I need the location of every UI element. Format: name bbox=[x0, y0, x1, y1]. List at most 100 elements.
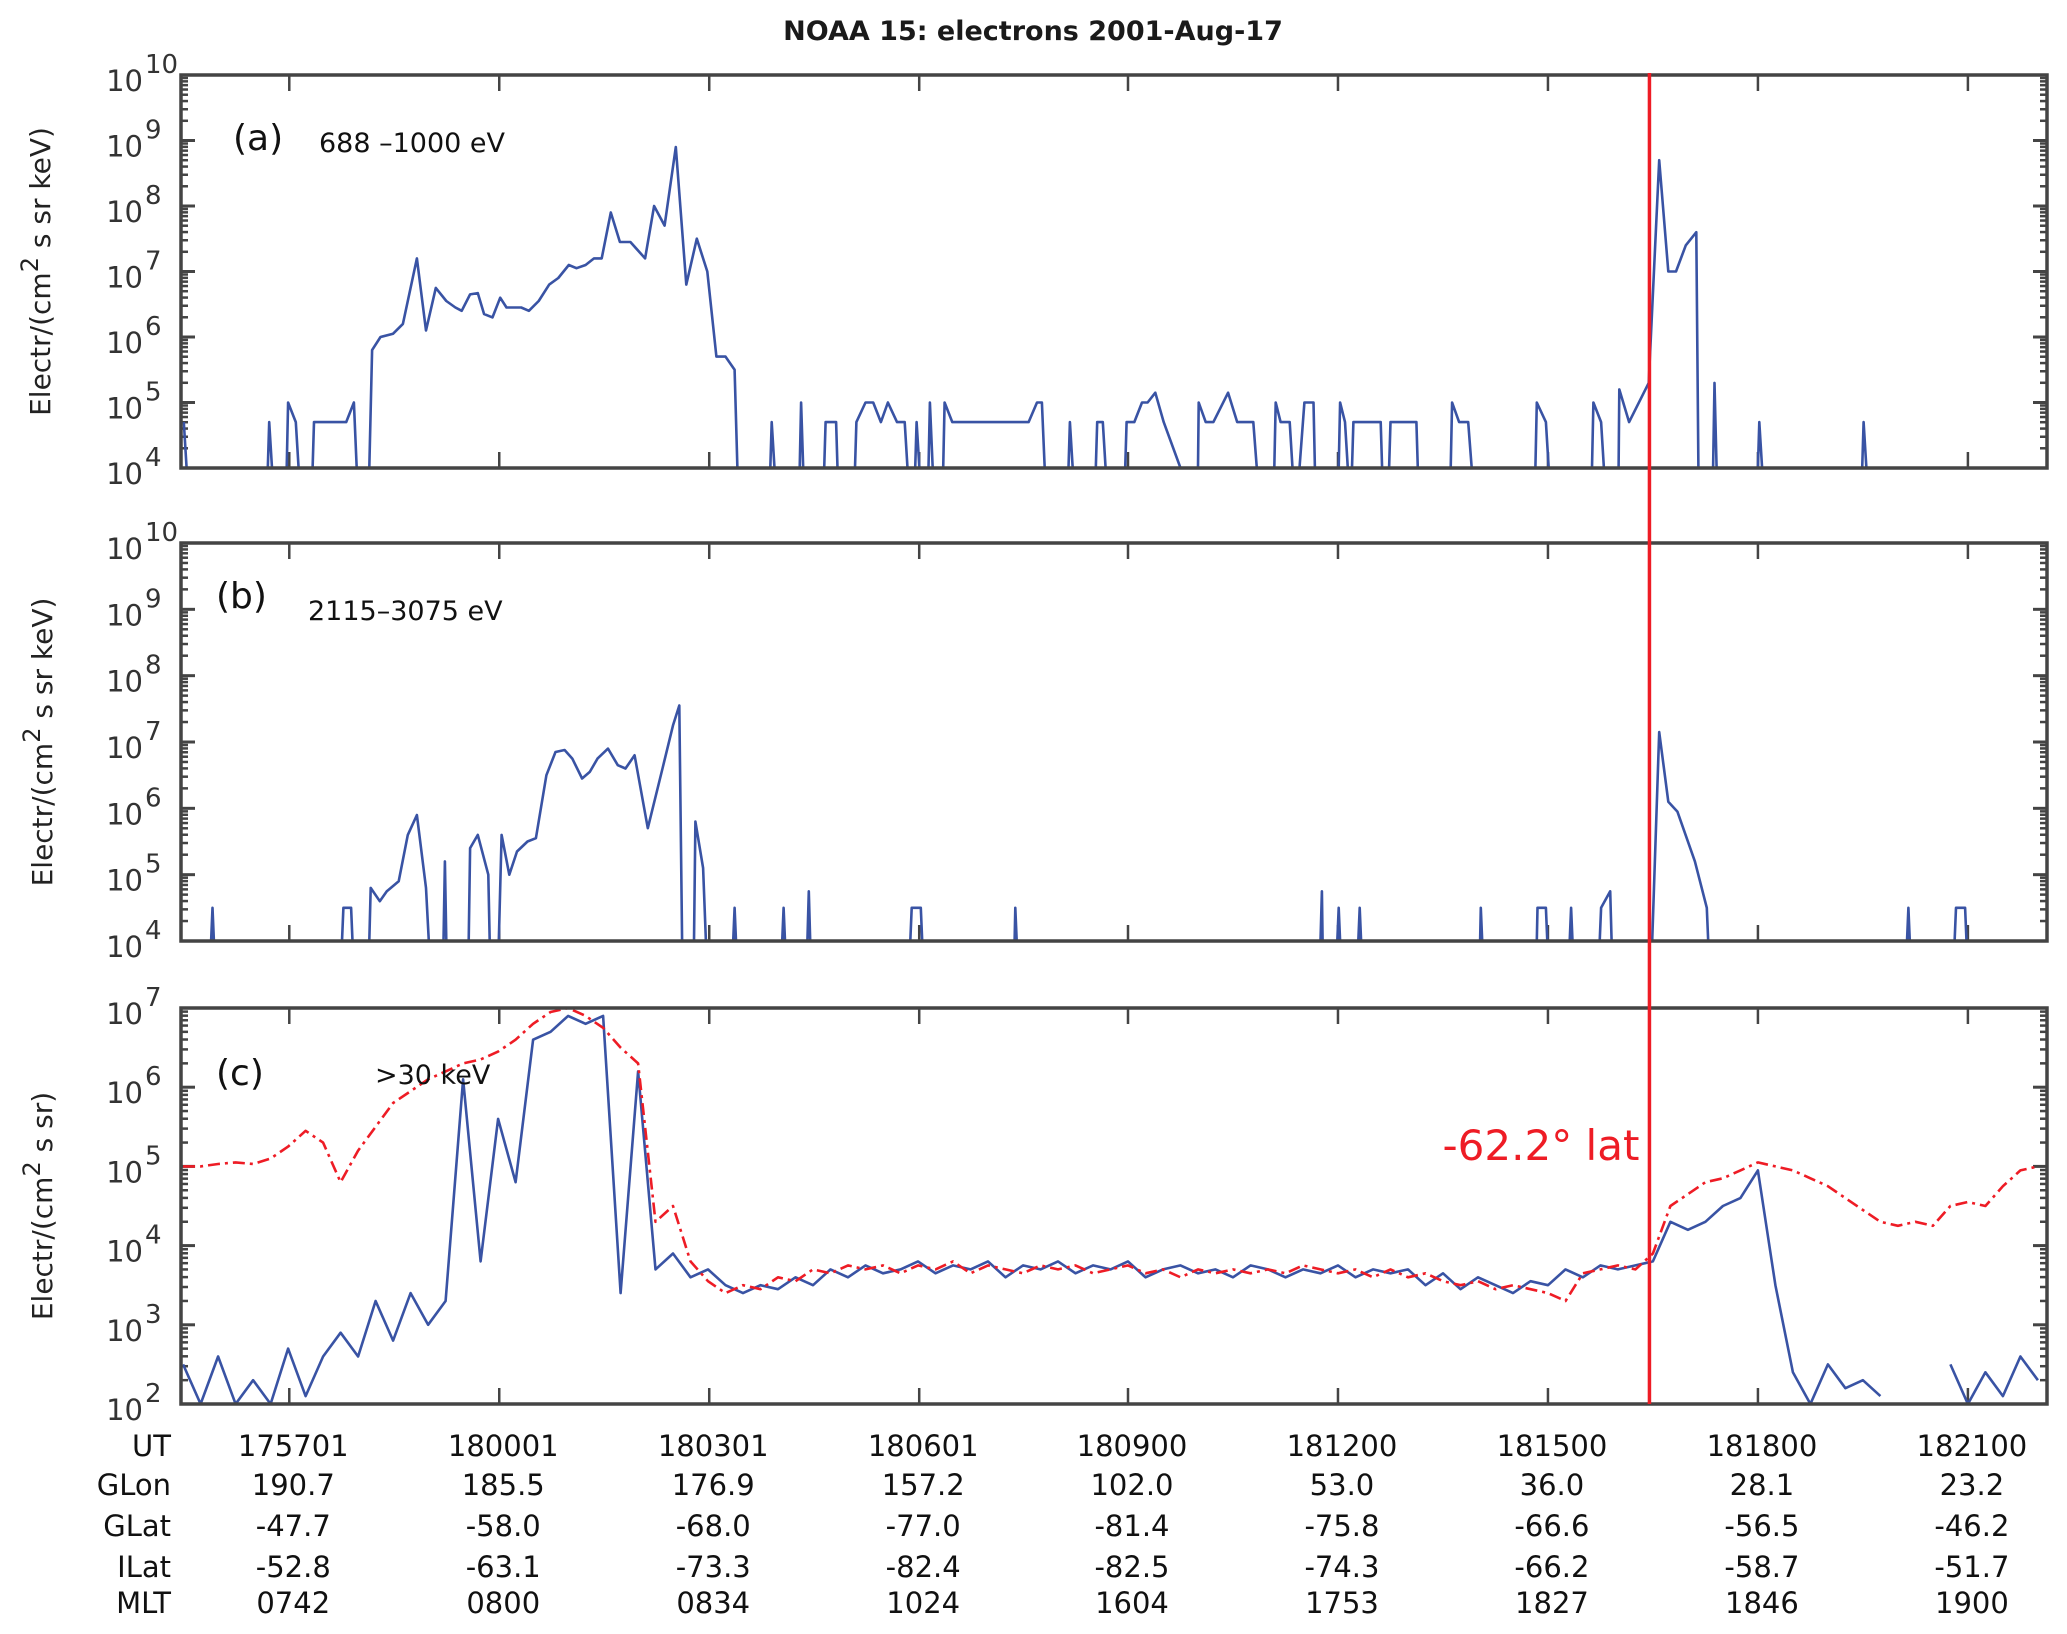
table-cell: 1024 bbox=[886, 1586, 960, 1620]
y-tick-exponent: 10 bbox=[145, 518, 178, 548]
series-line-a-0 bbox=[182, 145, 2047, 468]
table-cell: 185.5 bbox=[462, 1468, 545, 1502]
y-tick-label: 10 bbox=[106, 1235, 143, 1269]
energy-range-label: 2115–3075 eV bbox=[308, 596, 503, 627]
table-cell: 175701 bbox=[238, 1429, 349, 1463]
table-cell: -58.0 bbox=[466, 1509, 541, 1543]
y-tick-exponent: 9 bbox=[145, 116, 162, 146]
table-cell: -63.1 bbox=[466, 1550, 541, 1584]
table-cell: 0742 bbox=[256, 1586, 330, 1620]
energy-range-label: 688 –1000 eV bbox=[319, 128, 506, 159]
chart-title: NOAA 15: electrons 2001-Aug-17 bbox=[783, 16, 1283, 47]
table-cell: 0834 bbox=[676, 1586, 750, 1620]
y-tick-exponent: 5 bbox=[145, 1141, 162, 1171]
table-cell: 190.7 bbox=[252, 1468, 335, 1502]
y-tick-exponent: 4 bbox=[145, 443, 162, 473]
y-tick-exponent: 4 bbox=[145, 1221, 162, 1251]
y-tick-label: 10 bbox=[106, 930, 143, 964]
row-label-ut: UT bbox=[132, 1429, 171, 1463]
plot-frame bbox=[179, 541, 2049, 943]
panel-label: (c) bbox=[216, 1053, 264, 1094]
row-label-ilat: ILat bbox=[117, 1550, 171, 1584]
table-cell: 1900 bbox=[1935, 1586, 2009, 1620]
table-cell: -82.4 bbox=[886, 1550, 961, 1584]
y-tick-label: 10 bbox=[106, 326, 143, 360]
panel-label: (b) bbox=[216, 576, 267, 617]
table-cell: 1846 bbox=[1725, 1586, 1799, 1620]
y-tick-label: 10 bbox=[106, 1393, 143, 1427]
table-cell: -66.2 bbox=[1514, 1550, 1589, 1584]
table-cell: -73.3 bbox=[676, 1550, 751, 1584]
y-tick-exponent: 7 bbox=[145, 717, 162, 747]
series-line-c-0 bbox=[181, 1014, 2039, 1404]
y-tick-exponent: 4 bbox=[145, 916, 162, 946]
table-cell: 102.0 bbox=[1090, 1468, 1173, 1502]
table-cell: 180301 bbox=[658, 1429, 769, 1463]
table-cell: -81.4 bbox=[1094, 1509, 1169, 1543]
y-tick-exponent: 10 bbox=[145, 50, 178, 80]
row-label-glat: GLat bbox=[103, 1509, 171, 1543]
y-tick-label: 10 bbox=[106, 457, 143, 491]
table-cell: -58.7 bbox=[1724, 1550, 1799, 1584]
table-cell: -47.7 bbox=[256, 1509, 331, 1543]
y-tick-exponent: 6 bbox=[145, 1062, 162, 1092]
plot-frame bbox=[179, 73, 2049, 470]
row-label-mlt: MLT bbox=[116, 1586, 171, 1620]
table-cell: 180900 bbox=[1077, 1429, 1188, 1463]
table-cell: -51.7 bbox=[1934, 1550, 2009, 1584]
table-cell: 0800 bbox=[466, 1586, 540, 1620]
table-cell: -82.5 bbox=[1094, 1550, 1169, 1584]
table-cell: -68.0 bbox=[676, 1509, 751, 1543]
row-label-glon: GLon bbox=[97, 1468, 171, 1502]
table-cell: 181200 bbox=[1287, 1429, 1398, 1463]
y-tick-label: 10 bbox=[106, 1314, 143, 1348]
y-tick-label: 10 bbox=[106, 598, 143, 632]
table-cell: 180001 bbox=[448, 1429, 559, 1463]
y-tick-label: 10 bbox=[106, 864, 143, 898]
y-tick-label: 10 bbox=[106, 665, 143, 699]
energy-range-label: >30 keV bbox=[375, 1060, 491, 1091]
table-cell: 181500 bbox=[1497, 1429, 1608, 1463]
panel-label: (a) bbox=[233, 118, 283, 159]
table-cell: 53.0 bbox=[1310, 1468, 1375, 1502]
table-cell: -66.6 bbox=[1514, 1509, 1589, 1543]
table-cell: -74.3 bbox=[1304, 1550, 1379, 1584]
y-tick-exponent: 8 bbox=[145, 651, 162, 681]
table-cell: 36.0 bbox=[1520, 1468, 1585, 1502]
y-tick-label: 10 bbox=[106, 1155, 143, 1189]
y-tick-label: 10 bbox=[106, 532, 143, 566]
table-cell: 182100 bbox=[1917, 1429, 2028, 1463]
table-cell: -77.0 bbox=[886, 1509, 961, 1543]
y-tick-label: 10 bbox=[106, 195, 143, 229]
table-cell: 176.9 bbox=[672, 1468, 755, 1502]
table-cell: 180601 bbox=[868, 1429, 979, 1463]
y-tick-label: 10 bbox=[106, 1076, 143, 1110]
table-cell: 157.2 bbox=[882, 1468, 965, 1502]
table-cell: -56.5 bbox=[1724, 1509, 1799, 1543]
y-tick-label: 10 bbox=[106, 261, 143, 295]
y-tick-exponent: 6 bbox=[145, 312, 162, 342]
table-cell: -75.8 bbox=[1304, 1509, 1379, 1543]
latitude-marker-label: -62.2° lat bbox=[1443, 1121, 1640, 1170]
ephemeris-table: UT 175701 180001 180301 180601 180900 181200 18… bbox=[97, 1429, 2028, 1620]
y-tick-label: 10 bbox=[106, 64, 143, 98]
plot-frame bbox=[179, 1006, 2049, 1406]
y-tick-label: 10 bbox=[106, 797, 143, 831]
y-axis-label: Electr/(cm2 s sr keV) bbox=[16, 127, 57, 416]
table-cell: 23.2 bbox=[1940, 1468, 2005, 1502]
y-axis-label: Electr/(cm2 s sr keV) bbox=[18, 598, 59, 887]
y-tick-exponent: 2 bbox=[145, 1379, 162, 1409]
table-cell: 181800 bbox=[1707, 1429, 1818, 1463]
y-tick-exponent: 8 bbox=[145, 181, 162, 211]
table-cell: 1753 bbox=[1305, 1586, 1379, 1620]
table-cell: 28.1 bbox=[1730, 1468, 1795, 1502]
table-cell: -52.8 bbox=[256, 1550, 331, 1584]
series-line-c-1 bbox=[183, 1008, 2039, 1303]
y-tick-label: 10 bbox=[106, 731, 143, 765]
table-cell: 1604 bbox=[1095, 1586, 1169, 1620]
